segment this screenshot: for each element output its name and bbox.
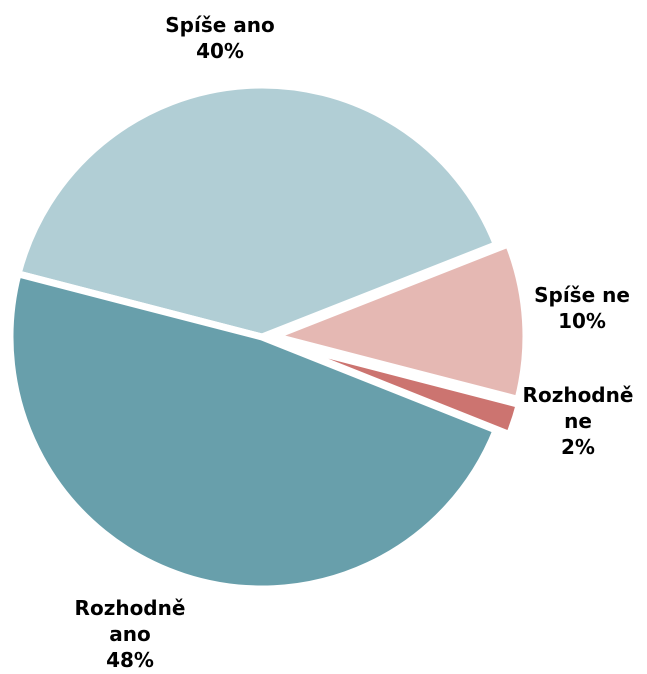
pie-slice-label-2: Spíše ano 40% bbox=[165, 13, 274, 63]
slice-percent-label: 2% bbox=[561, 435, 595, 459]
slice-category-label: Spíše ne bbox=[534, 283, 630, 307]
slice-category-label: ne bbox=[564, 409, 592, 433]
pie-slice-2 bbox=[13, 81, 502, 341]
slice-category-label: Spíše ano bbox=[165, 13, 274, 37]
slice-category-label: ano bbox=[109, 622, 150, 646]
pie-slice-1 bbox=[262, 239, 530, 404]
pie-slices bbox=[6, 81, 530, 593]
slice-category-label: Rozhodně bbox=[523, 383, 634, 407]
pie-slice-label-4: Rozhodně ne 2% bbox=[523, 383, 634, 459]
pie-slice-label-1: Spíše ne 10% bbox=[534, 283, 630, 333]
pie-slice-label-3: Rozhodně ano 48% bbox=[75, 596, 186, 672]
slice-percent-label: 40% bbox=[196, 39, 244, 63]
slice-percent-label: 48% bbox=[106, 648, 154, 672]
slice-percent-label: 10% bbox=[558, 309, 606, 333]
slice-category-label: Rozhodně bbox=[75, 596, 186, 620]
pie-labels: Spíše ne 10%Spíše ano 40%Rozhodně ano 48%Roz… bbox=[75, 13, 634, 672]
pie-slice-3 bbox=[6, 269, 501, 593]
pie-slice-4 bbox=[274, 337, 524, 440]
